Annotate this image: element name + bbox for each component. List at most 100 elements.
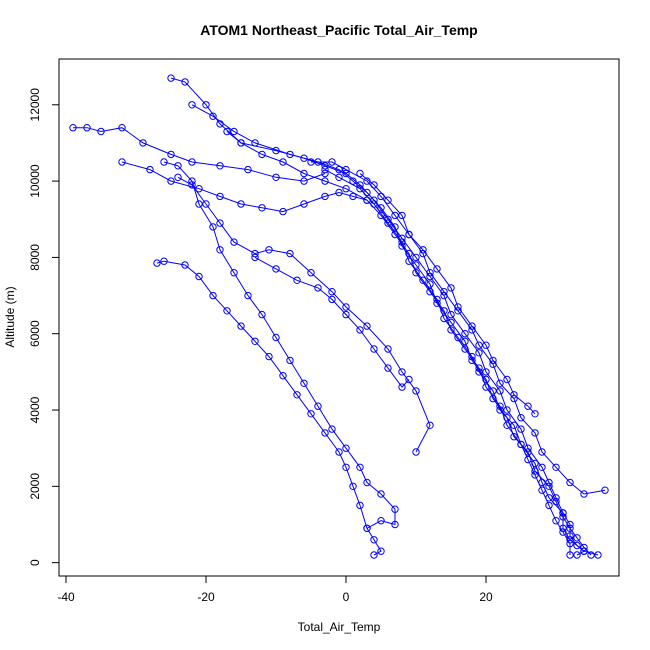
data-point bbox=[216, 162, 224, 170]
data-point bbox=[426, 280, 434, 288]
data-point bbox=[503, 406, 511, 414]
data-point bbox=[517, 440, 525, 449]
data-point bbox=[391, 230, 399, 239]
data-point bbox=[412, 253, 420, 262]
data-point bbox=[587, 551, 595, 559]
data-point bbox=[349, 482, 357, 490]
x-tick-label: -40 bbox=[57, 590, 75, 604]
data-point bbox=[146, 165, 154, 174]
data-point bbox=[391, 520, 399, 529]
data-point bbox=[412, 269, 420, 277]
data-point bbox=[440, 307, 448, 315]
data-point bbox=[531, 471, 539, 479]
data-point bbox=[293, 391, 301, 399]
data-point bbox=[370, 551, 378, 559]
data-point bbox=[272, 333, 280, 342]
data-point bbox=[342, 444, 350, 452]
data-point bbox=[384, 345, 392, 353]
data-point bbox=[335, 165, 343, 174]
data-point bbox=[377, 517, 385, 525]
data-point bbox=[475, 341, 483, 349]
data-point bbox=[538, 448, 546, 456]
data-point bbox=[405, 230, 413, 239]
data-point bbox=[440, 288, 448, 296]
data-point bbox=[293, 276, 301, 284]
data-point bbox=[356, 326, 364, 334]
data-point bbox=[594, 551, 602, 559]
data-point bbox=[398, 383, 406, 391]
data-point bbox=[545, 482, 553, 490]
data-point bbox=[496, 379, 504, 387]
data-point bbox=[468, 352, 476, 361]
data-point bbox=[370, 536, 378, 544]
data-point bbox=[573, 541, 581, 550]
data-point bbox=[307, 158, 315, 166]
data-point bbox=[167, 150, 175, 159]
data-point bbox=[377, 211, 385, 220]
series-line bbox=[254, 256, 410, 388]
data-point bbox=[202, 200, 210, 208]
data-point bbox=[363, 478, 371, 487]
data-point bbox=[461, 337, 469, 345]
y-axis: 0 2000 4000 6000 8000 10000 12000 bbox=[28, 88, 59, 566]
data-point bbox=[251, 337, 259, 345]
data-point bbox=[391, 223, 399, 231]
y-tick-label: 12000 bbox=[28, 88, 42, 122]
y-axis-label: Altitude (m) bbox=[3, 286, 17, 347]
data-point bbox=[307, 269, 315, 277]
data-point bbox=[202, 101, 210, 109]
data-point bbox=[419, 276, 427, 284]
x-tick-label: -20 bbox=[197, 590, 215, 604]
series-10 bbox=[118, 158, 371, 216]
series-1 bbox=[167, 74, 588, 559]
data-point bbox=[475, 364, 483, 372]
data-point bbox=[244, 291, 252, 300]
data-point bbox=[356, 185, 364, 193]
data-point bbox=[370, 181, 378, 189]
data-point bbox=[286, 356, 294, 365]
data-point bbox=[475, 349, 483, 357]
data-point bbox=[482, 368, 490, 376]
data-point bbox=[356, 169, 364, 178]
data-point bbox=[342, 303, 350, 311]
data-point bbox=[363, 322, 371, 330]
data-point bbox=[580, 490, 588, 498]
data-point bbox=[258, 204, 266, 212]
data-point bbox=[426, 288, 434, 296]
data-point bbox=[538, 463, 546, 471]
data-point bbox=[405, 375, 413, 384]
data-point bbox=[482, 341, 490, 349]
data-point bbox=[279, 207, 287, 216]
data-point bbox=[433, 265, 441, 273]
data-point bbox=[419, 246, 427, 254]
data-point bbox=[342, 185, 350, 193]
data-point bbox=[174, 162, 182, 170]
data-point bbox=[363, 177, 371, 185]
data-point bbox=[356, 501, 364, 510]
data-point bbox=[405, 249, 413, 258]
data-point bbox=[265, 246, 273, 254]
data-point bbox=[517, 414, 525, 422]
y-tick-label: 0 bbox=[28, 559, 42, 566]
series-7 bbox=[153, 257, 371, 532]
data-point bbox=[566, 551, 574, 559]
data-point bbox=[167, 177, 175, 185]
data-point bbox=[251, 249, 259, 258]
data-point bbox=[223, 127, 231, 136]
series-9 bbox=[69, 124, 329, 185]
data-point bbox=[573, 534, 581, 542]
data-point bbox=[384, 219, 392, 227]
data-point bbox=[531, 429, 539, 437]
data-point bbox=[461, 330, 469, 338]
data-point bbox=[356, 463, 364, 471]
series-line bbox=[73, 127, 326, 182]
data-point bbox=[412, 387, 420, 395]
data-point bbox=[230, 238, 238, 246]
series-8 bbox=[174, 173, 434, 456]
series-5 bbox=[223, 127, 602, 559]
data-point bbox=[272, 265, 280, 273]
data-point bbox=[272, 173, 280, 182]
data-point bbox=[251, 253, 259, 262]
data-point bbox=[342, 463, 350, 471]
